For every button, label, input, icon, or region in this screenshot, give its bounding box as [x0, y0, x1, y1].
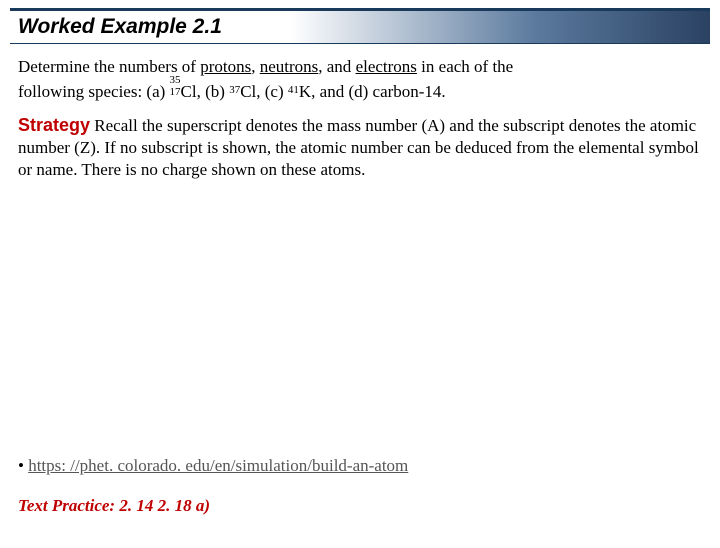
bullet-icon: • — [18, 456, 28, 475]
keyword-neutrons: neutrons — [260, 57, 319, 76]
problem-suffix1: in each of the — [417, 57, 513, 76]
slide-title: Worked Example 2.1 — [18, 15, 222, 39]
slide: Worked Example 2.1 Determine the numbers… — [0, 8, 720, 548]
isotope-a: 3517Cl — [170, 79, 197, 104]
text-practice: Text Practice: 2. 14 2. 18 a) — [18, 496, 702, 516]
link-row: • https: //phet. colorado. edu/en/simula… — [18, 456, 702, 476]
isotope-a-atomic: 17 — [170, 87, 181, 97]
isotope-b: 37Cl — [229, 81, 256, 104]
isotope-c-mass: 41 — [288, 85, 299, 95]
problem-line2-suffix: , and (d) carbon-14. — [311, 82, 446, 101]
isotope-b-scripts: 37 — [229, 87, 240, 97]
isotope-b-mass: 37 — [229, 85, 240, 95]
strategy-block: Strategy Recall the superscript denotes … — [18, 114, 702, 182]
isotope-c-symbol: K — [299, 82, 311, 101]
problem-statement: Determine the numbers of protons, neutro… — [18, 56, 702, 104]
mid2: , (c) — [256, 82, 288, 101]
isotope-a-mass: 35 — [170, 75, 181, 85]
simulation-link[interactable]: https: //phet. colorado. edu/en/simulati… — [28, 456, 408, 475]
isotope-c: 41K — [288, 81, 311, 104]
problem-line2-prefix: following species: (a) — [18, 82, 170, 101]
comma: , — [251, 57, 260, 76]
isotope-c-scripts: 41 — [288, 87, 299, 97]
isotope-b-symbol: Cl — [240, 82, 256, 101]
keyword-electrons: electrons — [356, 57, 417, 76]
strategy-body: Recall the superscript denotes the mass … — [18, 116, 699, 179]
strategy-label: Strategy — [18, 115, 90, 135]
comma: , and — [318, 57, 355, 76]
title-bar: Worked Example 2.1 — [10, 8, 710, 44]
isotope-a-symbol: Cl — [181, 82, 197, 101]
content-area: Determine the numbers of protons, neutro… — [0, 44, 720, 181]
footer-area: • https: //phet. colorado. edu/en/simula… — [18, 456, 702, 516]
keyword-protons: protons — [200, 57, 251, 76]
mid1: , (b) — [197, 82, 230, 101]
isotope-a-scripts: 3517 — [170, 77, 181, 97]
